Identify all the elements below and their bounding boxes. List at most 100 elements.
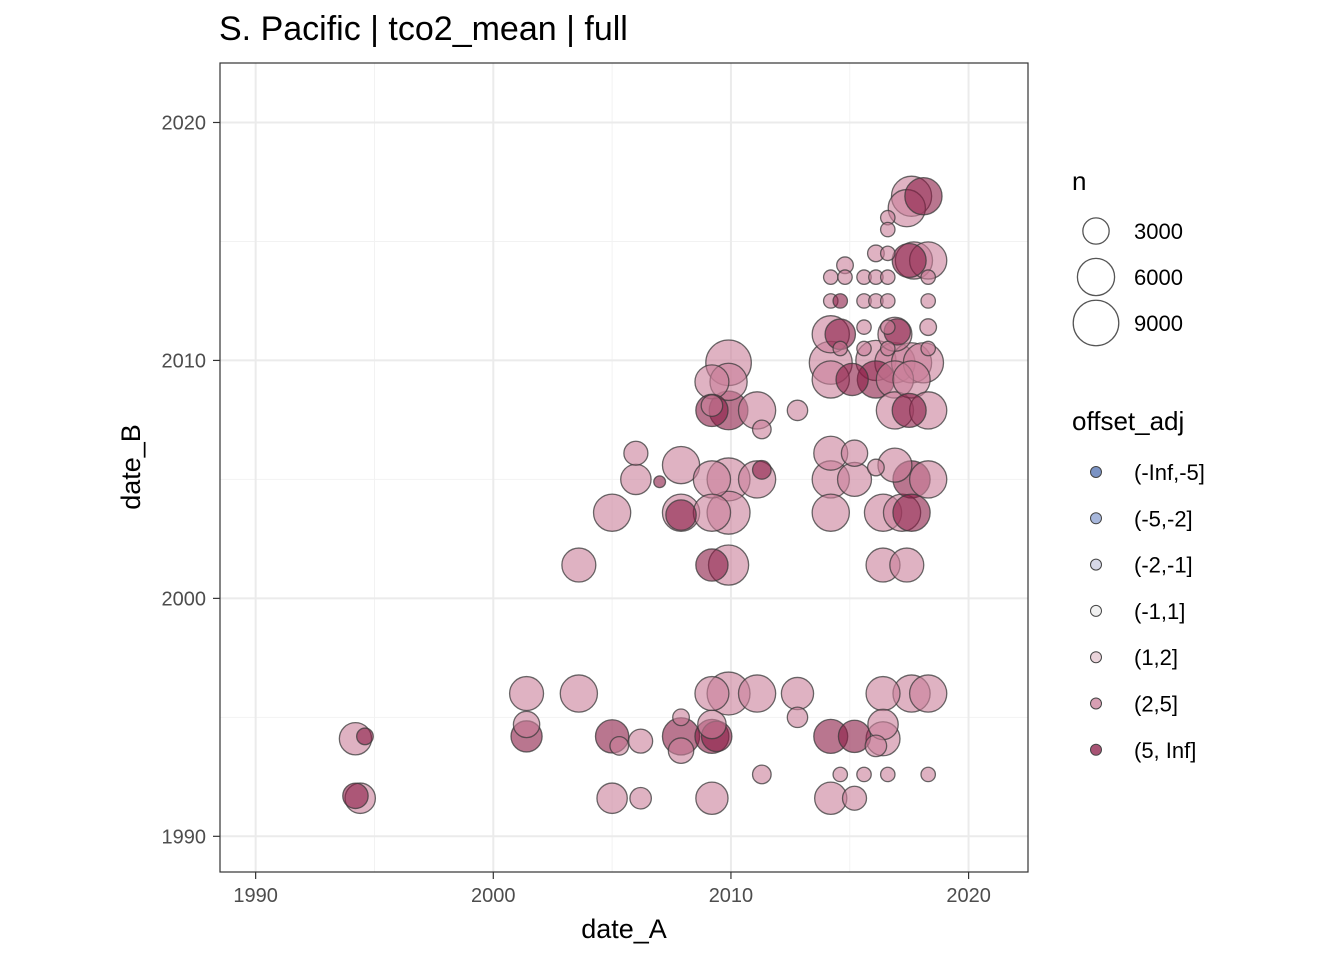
- data-point: [665, 499, 697, 531]
- data-point: [879, 293, 896, 309]
- color-legend-key: [1090, 651, 1102, 664]
- data-point: [620, 463, 652, 496]
- color-legend-key: [1090, 697, 1102, 710]
- color-legend-key: [1090, 558, 1102, 571]
- data-point: [892, 493, 931, 532]
- color-legend-label: (-5,-2]: [1134, 506, 1193, 531]
- data-point: [695, 781, 729, 815]
- data-point: [737, 674, 777, 713]
- size-legend-key: [1072, 299, 1120, 347]
- size-legend-label: 3000: [1134, 219, 1183, 244]
- data-point: [629, 786, 653, 810]
- data-point: [592, 493, 632, 532]
- data-point: [694, 675, 730, 712]
- data-point: [920, 293, 937, 309]
- y-tick-label: 2020: [162, 112, 207, 134]
- data-point: [879, 340, 896, 357]
- data-point: [920, 340, 937, 357]
- data-point: [596, 782, 628, 815]
- data-point: [865, 675, 901, 712]
- color-legend-key: [1090, 466, 1102, 478]
- data-point: [864, 734, 888, 758]
- data-point: [667, 737, 695, 764]
- y-axis: 1990 2000 2010 2020: [162, 112, 220, 848]
- data-point: [508, 675, 545, 712]
- data-point: [904, 177, 943, 216]
- data-point: [879, 269, 896, 285]
- data-point: [692, 460, 732, 499]
- data-point: [908, 460, 948, 499]
- color-legend-label: (2,5]: [1134, 692, 1178, 717]
- data-point: [811, 493, 850, 532]
- data-point: [891, 242, 927, 279]
- data-point: [891, 392, 927, 429]
- y-axis-title: date_B: [116, 424, 146, 510]
- data-point: [856, 766, 872, 783]
- data-point: [672, 708, 690, 727]
- data-point: [832, 766, 849, 783]
- y-tick-label: 2000: [162, 588, 207, 610]
- data-point: [920, 766, 937, 783]
- size-legend-label: 6000: [1134, 265, 1183, 290]
- data-point: [835, 362, 869, 397]
- data-point: [609, 735, 630, 756]
- data-points: [338, 175, 948, 815]
- x-tick-label: 2020: [946, 885, 991, 907]
- color-legend-key: [1090, 512, 1102, 525]
- data-point: [653, 475, 667, 489]
- data-point: [879, 319, 896, 335]
- data-point: [879, 221, 896, 238]
- data-point: [879, 766, 896, 783]
- data-point: [866, 458, 885, 477]
- data-point: [751, 419, 772, 440]
- plot-panel-border: [219, 62, 1029, 873]
- data-point: [837, 269, 853, 285]
- data-point: [786, 399, 809, 422]
- grid-lines: [220, 63, 1028, 872]
- data-point: [561, 547, 597, 583]
- data-point: [786, 706, 809, 729]
- color-legend-label: (-2,-1]: [1134, 553, 1193, 578]
- color-legend-key: [1090, 743, 1102, 756]
- data-point: [627, 728, 654, 754]
- x-axis-title: date_A: [581, 914, 667, 944]
- data-point: [512, 710, 541, 739]
- data-point: [841, 785, 868, 811]
- data-point: [889, 547, 925, 583]
- data-point: [919, 318, 938, 337]
- data-point: [623, 440, 649, 466]
- data-point: [908, 674, 948, 713]
- size-legend-key: [1082, 217, 1110, 245]
- x-tick-label: 1990: [233, 885, 278, 907]
- color-legend-label: (1,2]: [1134, 645, 1178, 670]
- data-point: [700, 394, 724, 418]
- color-legend-key: [1090, 604, 1102, 617]
- data-point: [832, 293, 849, 309]
- chart-title: S. Pacific | tco2_mean | full: [219, 10, 628, 48]
- size-legend: n 3000 6000 9000: [1072, 166, 1183, 347]
- size-legend-title: n: [1072, 166, 1086, 196]
- data-point: [697, 709, 727, 740]
- data-point: [692, 493, 732, 532]
- data-point: [356, 727, 374, 746]
- x-axis: 1990 2000 2010 2020: [233, 872, 991, 907]
- color-legend-label: (-1,1]: [1134, 599, 1185, 624]
- y-tick-label: 2010: [162, 350, 207, 372]
- data-point: [695, 548, 729, 582]
- data-point: [832, 340, 849, 357]
- data-point: [856, 340, 872, 357]
- size-legend-label: 9000: [1134, 311, 1183, 336]
- color-legend-label: (-Inf,-5]: [1134, 460, 1205, 485]
- data-point: [879, 245, 896, 262]
- data-point: [780, 676, 815, 711]
- data-point: [840, 439, 869, 468]
- data-point: [822, 269, 839, 285]
- x-tick-label: 2010: [709, 885, 754, 907]
- color-legend: offset_adj (-Inf,-5] (-5,-2] (-2,-1] (-1,1]…: [1072, 406, 1205, 763]
- data-point: [751, 764, 772, 785]
- data-point: [836, 461, 873, 498]
- data-point: [751, 459, 772, 480]
- data-point: [559, 674, 599, 713]
- y-tick-label: 1990: [162, 826, 207, 848]
